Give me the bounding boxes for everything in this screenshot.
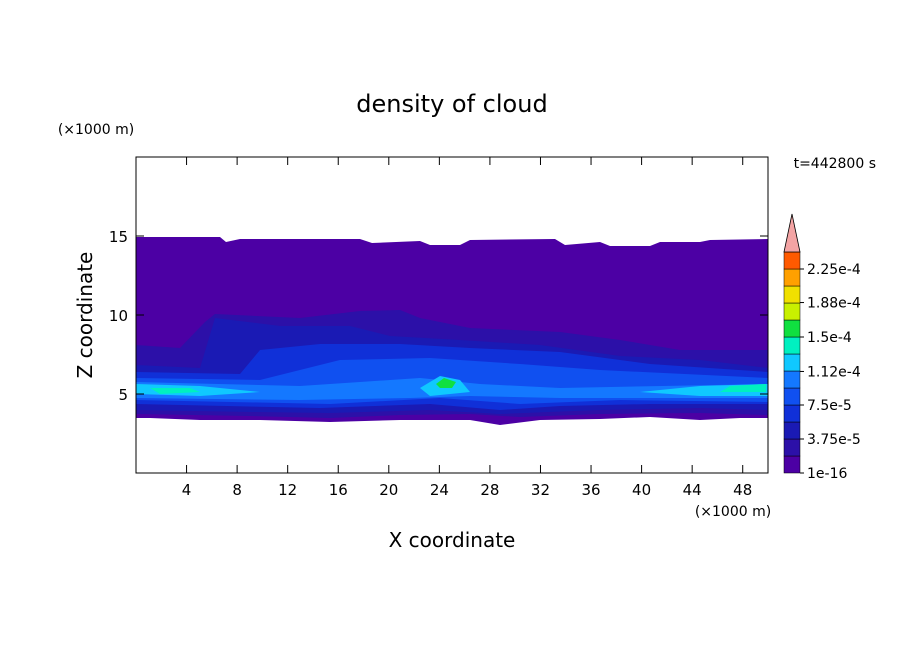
colorbar-tick-label: 2.25e-4 [807,262,861,278]
colorbar-tick-label: 3.75e-5 [807,432,861,448]
contour-region [150,388,200,394]
colorbar-box [783,353,801,372]
colorbar-box [783,387,801,406]
colorbar-box [783,336,801,355]
contour-field [136,237,768,425]
contour-region [436,378,456,388]
colorbar-tick-label: 1.5e-4 [807,330,852,346]
colorbar-box [783,455,801,474]
x-tick-label: 8 [232,481,242,499]
colorbar-tick-label: 7.5e-5 [807,398,852,414]
x-tick-label: 44 [683,481,702,499]
colorbar-box [783,370,801,389]
colorbar-box [783,421,801,440]
colorbar-box [783,268,801,287]
x-tick-label: 28 [480,481,499,499]
colorbar-box [783,319,801,338]
x-tick-label: 12 [278,481,297,499]
x-tick-label: 36 [581,481,600,499]
y-tick-label: 5 [118,386,128,404]
colorbar-tick-label: 1.12e-4 [807,364,861,380]
x-axis-label: X coordinate [389,528,516,552]
colorbar-tick-label: 1e-16 [807,466,847,482]
contour-region [720,384,766,392]
x-tick-label: 20 [379,481,398,499]
chart-title: density of cloud [356,90,547,118]
colorbar-extend [783,213,801,253]
y-axis-label: Z coordinate [73,252,97,379]
y-tick-label: 10 [109,307,128,325]
x-tick-label: 48 [733,481,752,499]
colorbar-box [783,285,801,304]
x-tick-label: 24 [430,481,449,499]
colorbar-box [783,302,801,321]
colorbar-box [783,404,801,423]
y-unit: (×1000 m) [58,122,134,138]
colorbar-box [783,438,801,457]
x-tick-label: 32 [531,481,550,499]
x-tick-label: 16 [329,481,348,499]
y-tick-label: 15 [109,228,128,246]
x-unit: (×1000 m) [695,504,771,520]
time-label: t=442800 s [794,156,876,172]
colorbar-box [783,251,801,270]
colorbar-tick-label: 1.88e-4 [807,296,861,312]
x-tick-label: 40 [632,481,651,499]
x-tick-label: 4 [182,481,192,499]
